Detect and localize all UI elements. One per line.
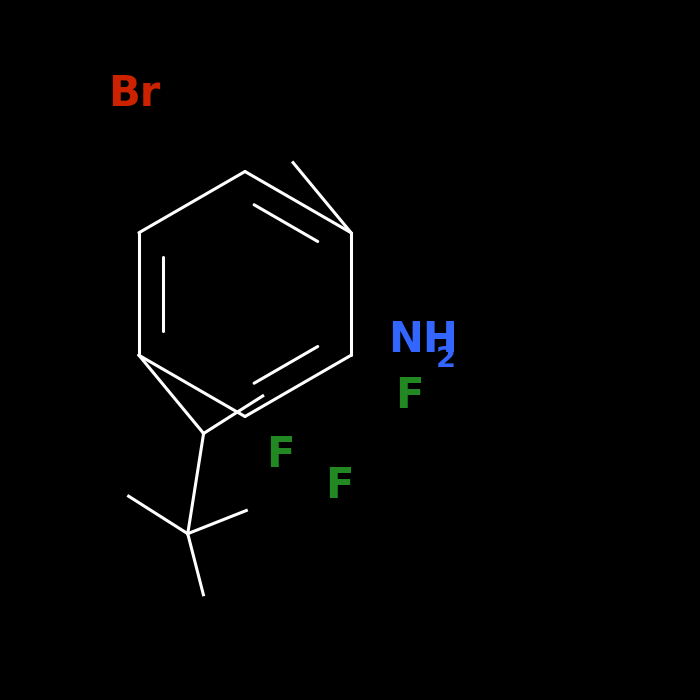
Text: F: F — [395, 374, 424, 416]
Text: F: F — [326, 466, 354, 507]
Text: 2: 2 — [436, 345, 456, 373]
Text: Br: Br — [108, 74, 161, 116]
Text: NH: NH — [389, 318, 459, 360]
Text: F: F — [266, 434, 295, 476]
